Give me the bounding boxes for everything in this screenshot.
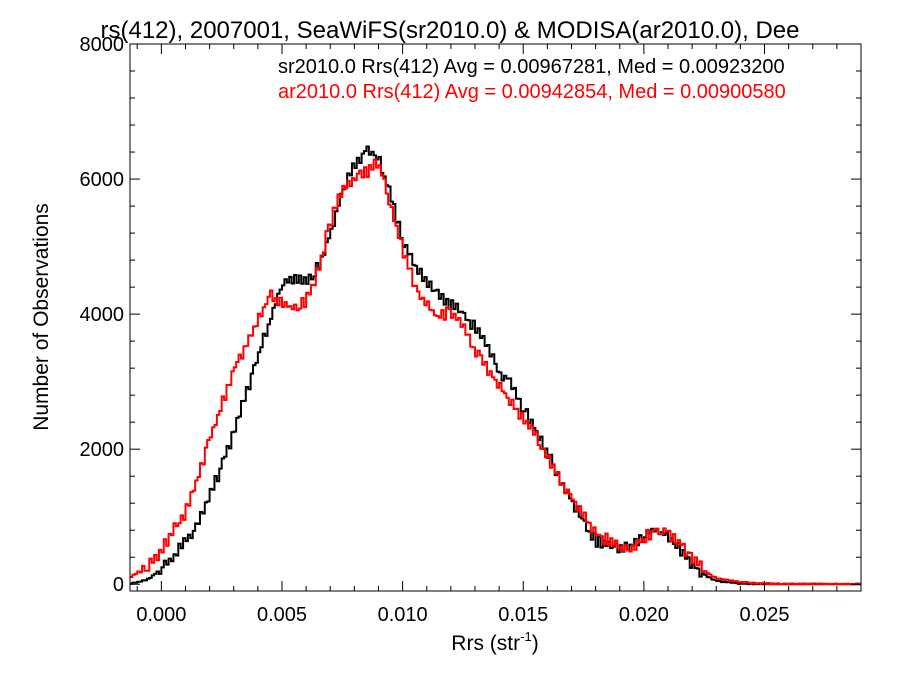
x-tick-label: 0.020: [619, 604, 669, 626]
legend-entry-ar2010.0: ar2010.0 Rrs(412) Avg = 0.00942854, Med …: [278, 81, 786, 103]
legend: sr2010.0 Rrs(412) Avg = 0.00967281, Med …: [278, 56, 786, 103]
x-tick-label: 0.010: [378, 604, 428, 626]
y-axis: 0 2000 4000 6000 8000: [80, 34, 861, 596]
y-tick-label: 0: [113, 574, 124, 596]
y-axis-label: Number of Observations: [30, 203, 53, 431]
x-axis-label-close: ): [532, 632, 539, 655]
y-tick-label: 8000: [80, 34, 125, 56]
x-tick-label: 0.025: [739, 604, 789, 626]
series-layer: [130, 145, 861, 586]
x-tick-label: 0.005: [257, 604, 307, 626]
chart-title: rs(412), 2007001, SeaWiFS(sr2010.0) & MO…: [101, 17, 800, 44]
x-tick-label: 0.015: [498, 604, 548, 626]
y-tick-label: 6000: [80, 169, 125, 191]
x-axis-label-main: Rrs (str: [451, 632, 520, 655]
y-tick-label: 4000: [80, 304, 125, 326]
x-axis-label: Rrs (str-1): [451, 629, 538, 655]
x-axis: 0.000 0.005 0.010 0.015 0.020 0.025: [136, 44, 862, 626]
series-line-ar2010.0: [130, 158, 861, 586]
y-tick-label: 2000: [80, 439, 125, 461]
series-line-sr2010.0: [130, 145, 861, 586]
plot-frame: [129, 43, 862, 592]
legend-entry-sr2010.0: sr2010.0 Rrs(412) Avg = 0.00967281, Med …: [278, 56, 785, 78]
x-tick-label: 0.000: [136, 604, 186, 626]
x-axis-label-exponent: -1: [520, 629, 532, 644]
